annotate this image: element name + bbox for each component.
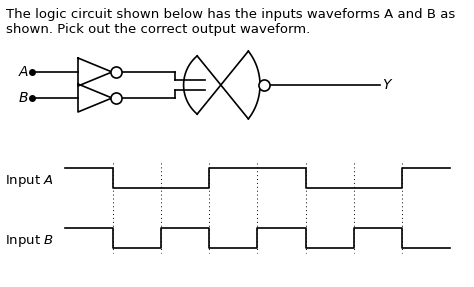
Text: $Y$: $Y$ xyxy=(382,78,393,92)
Text: $B$: $B$ xyxy=(18,91,28,105)
Text: The logic circuit shown below has the inputs waveforms A and B as
shown. Pick ou: The logic circuit shown below has the in… xyxy=(6,8,455,36)
Text: Input $A$: Input $A$ xyxy=(5,173,54,189)
Text: $A$: $A$ xyxy=(18,65,29,79)
Text: Input $B$: Input $B$ xyxy=(5,233,54,249)
